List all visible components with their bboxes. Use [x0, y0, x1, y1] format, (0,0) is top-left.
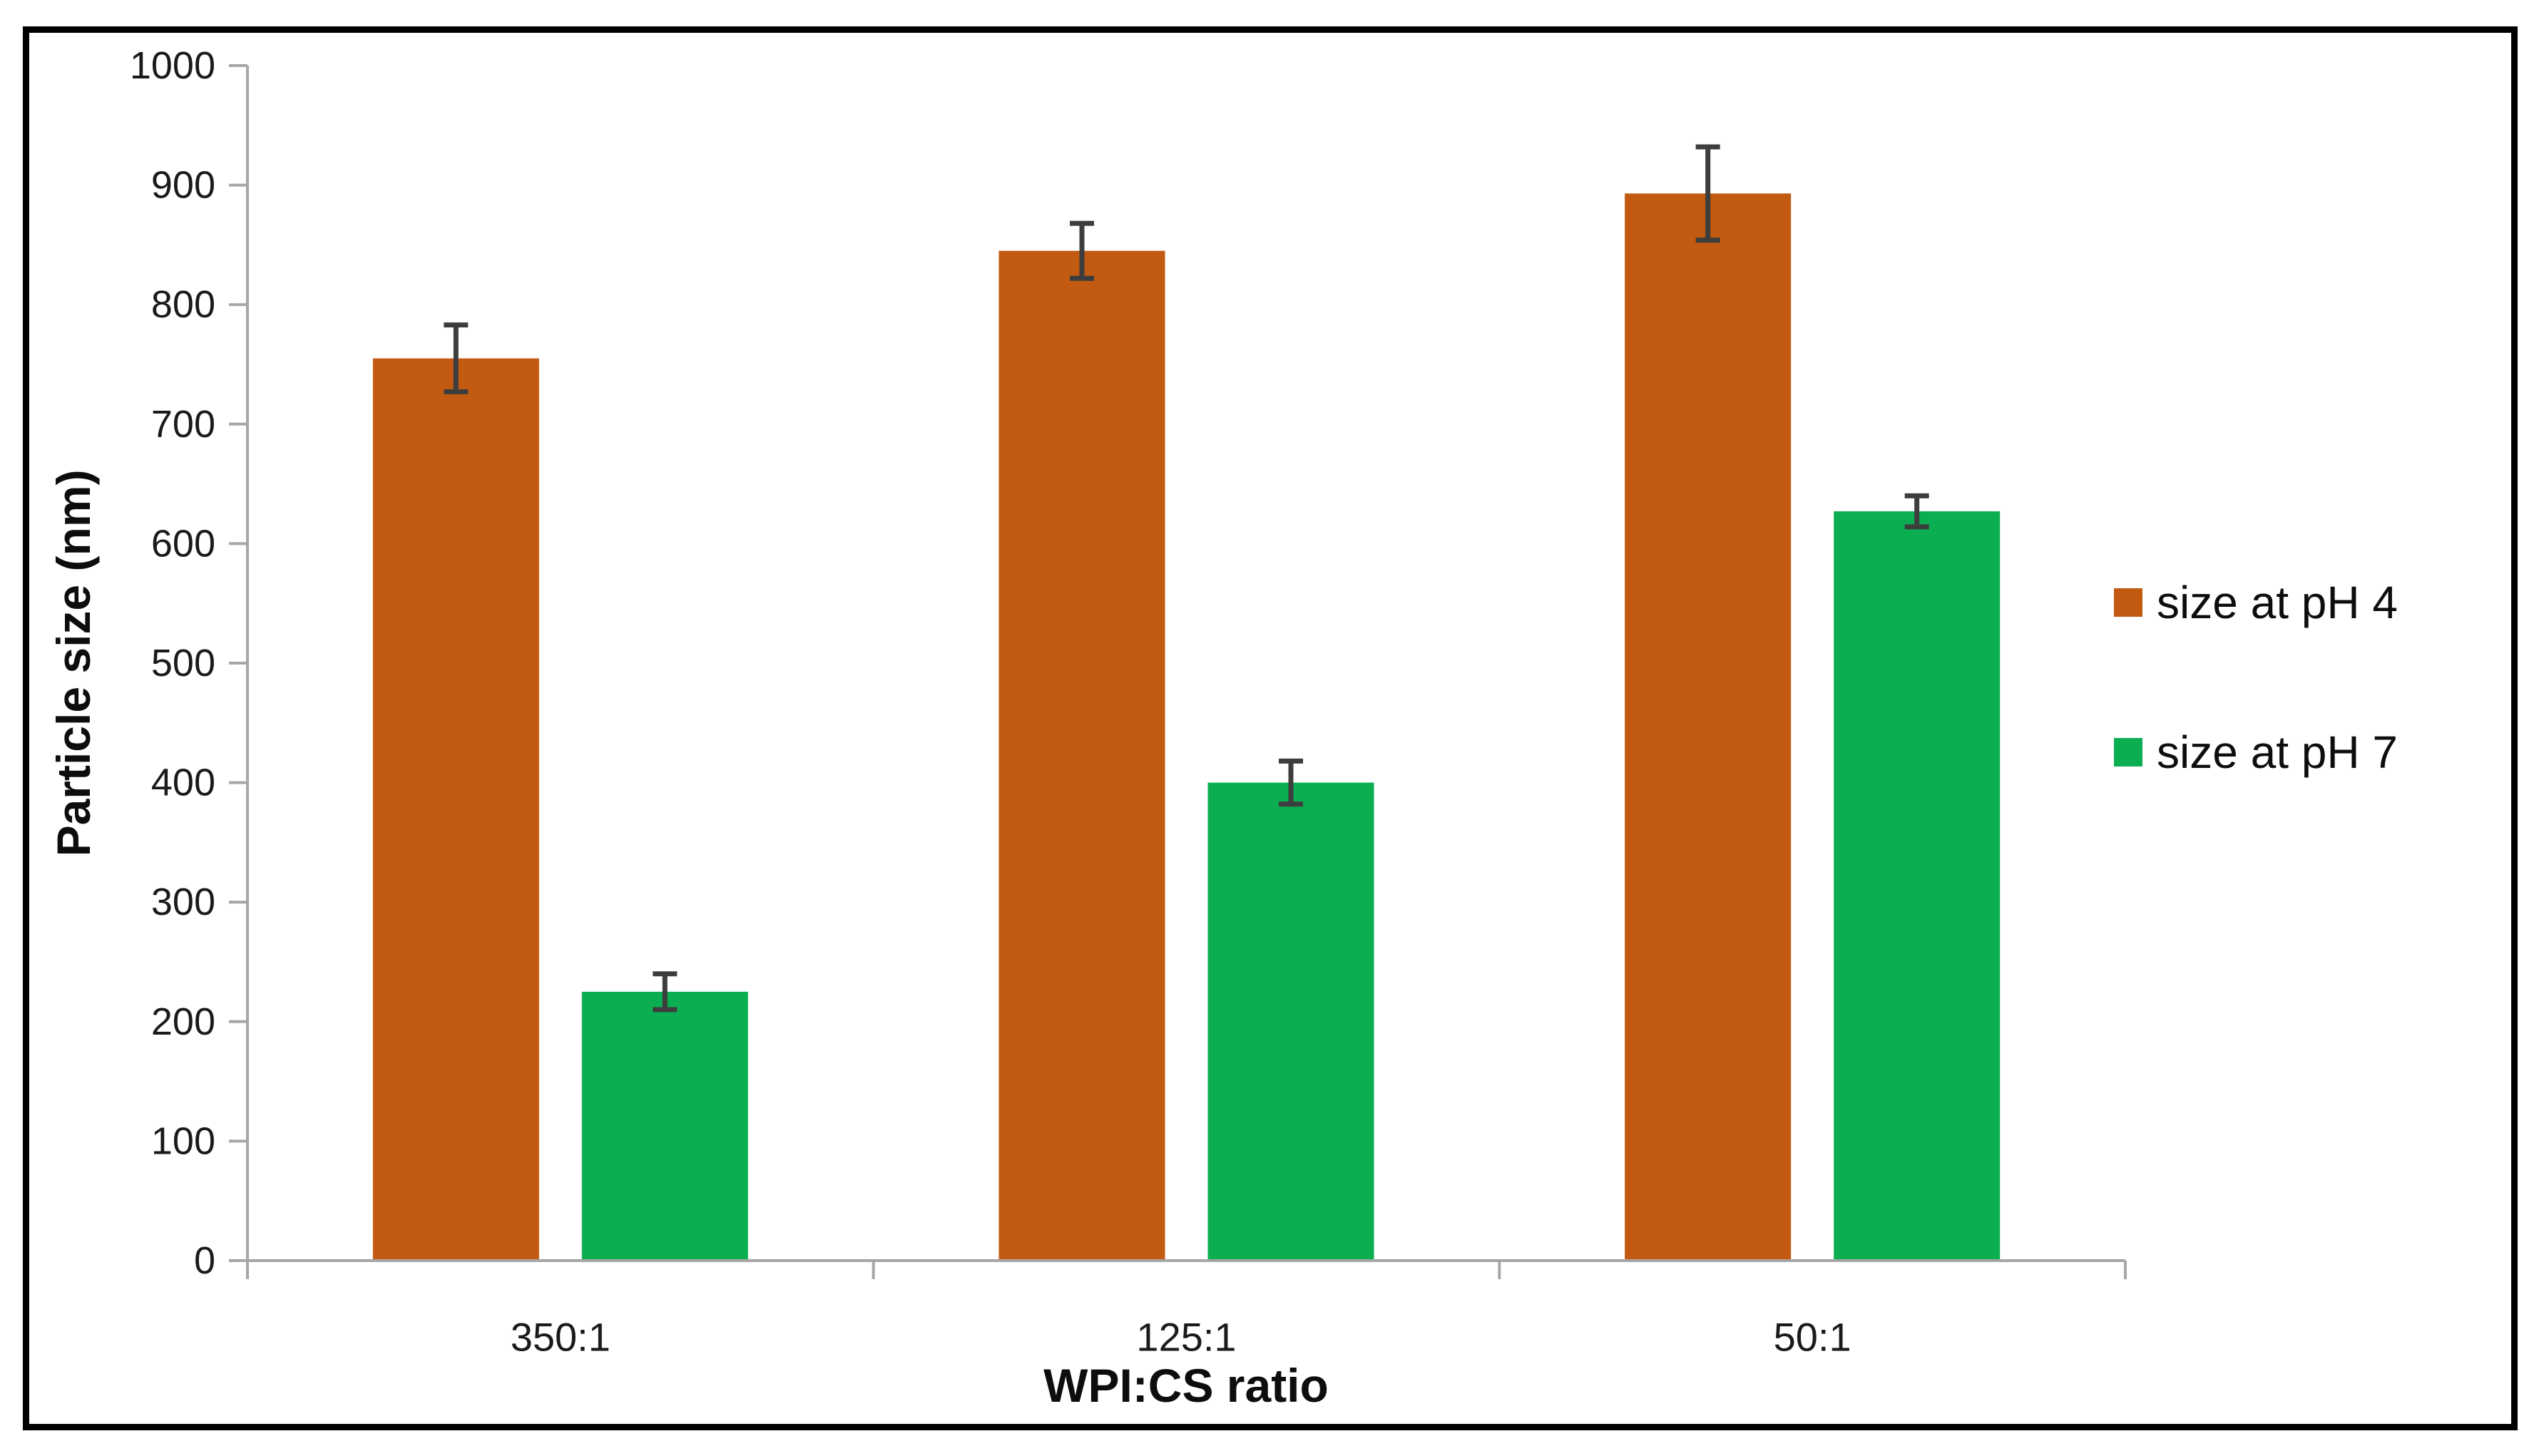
y-tick-label-100: 100: [151, 1119, 215, 1162]
error-bar-size-at-pH-7-125-1: [1279, 758, 1303, 807]
y-tick-label-400: 400: [151, 762, 215, 804]
bar-size-at-pH-7-350-1: [581, 991, 748, 1261]
green-square-swatch: [2114, 738, 2142, 767]
y-tick-label-0: 0: [194, 1239, 215, 1282]
y-tick-label-800: 800: [151, 283, 215, 326]
y-axis-title: Particle size (nm): [47, 469, 100, 857]
y-tick-label-500: 500: [151, 642, 215, 685]
bar-size-at-pH-4-125-1: [998, 250, 1165, 1261]
legend-label-ph7: size at pH 7: [2157, 727, 2398, 778]
error-bar-size-at-pH-7-50-1: [1904, 493, 1929, 530]
orange-square-swatch: [2114, 588, 2142, 617]
bar-size-at-pH-4-50-1: [1625, 193, 1792, 1261]
y-tick-label-200: 200: [151, 1000, 215, 1043]
y-tick-label-600: 600: [151, 522, 215, 565]
x-tick-label-50-1: 50:1: [1774, 1315, 1851, 1360]
y-tick-label-900: 900: [151, 164, 215, 207]
x-tick-label-350-1: 350:1: [511, 1315, 611, 1360]
bar-size-at-pH-4-350-1: [372, 358, 539, 1261]
error-bar-size-at-pH-4-125-1: [1070, 220, 1094, 281]
legend-label-ph4: size at pH 4: [2157, 577, 2398, 628]
legend-item-ph4: size at pH 4: [2114, 576, 2398, 629]
error-bar-size-at-pH-4-50-1: [1695, 144, 1720, 243]
bar-size-at-pH-7-125-1: [1207, 782, 1374, 1261]
y-tick-label-300: 300: [151, 881, 215, 923]
x-tick-label-125-1: 125:1: [1136, 1315, 1236, 1360]
y-tick-label-700: 700: [151, 403, 215, 446]
y-tick-label-1000: 1000: [130, 44, 215, 87]
bar-size-at-pH-7-50-1: [1834, 511, 2001, 1261]
x-axis-title: WPI:CS ratio: [1043, 1359, 1329, 1412]
error-bar-size-at-pH-4-350-1: [444, 322, 469, 395]
error-bar-size-at-pH-7-350-1: [653, 971, 678, 1012]
legend-item-ph7: size at pH 7: [2114, 726, 2398, 779]
